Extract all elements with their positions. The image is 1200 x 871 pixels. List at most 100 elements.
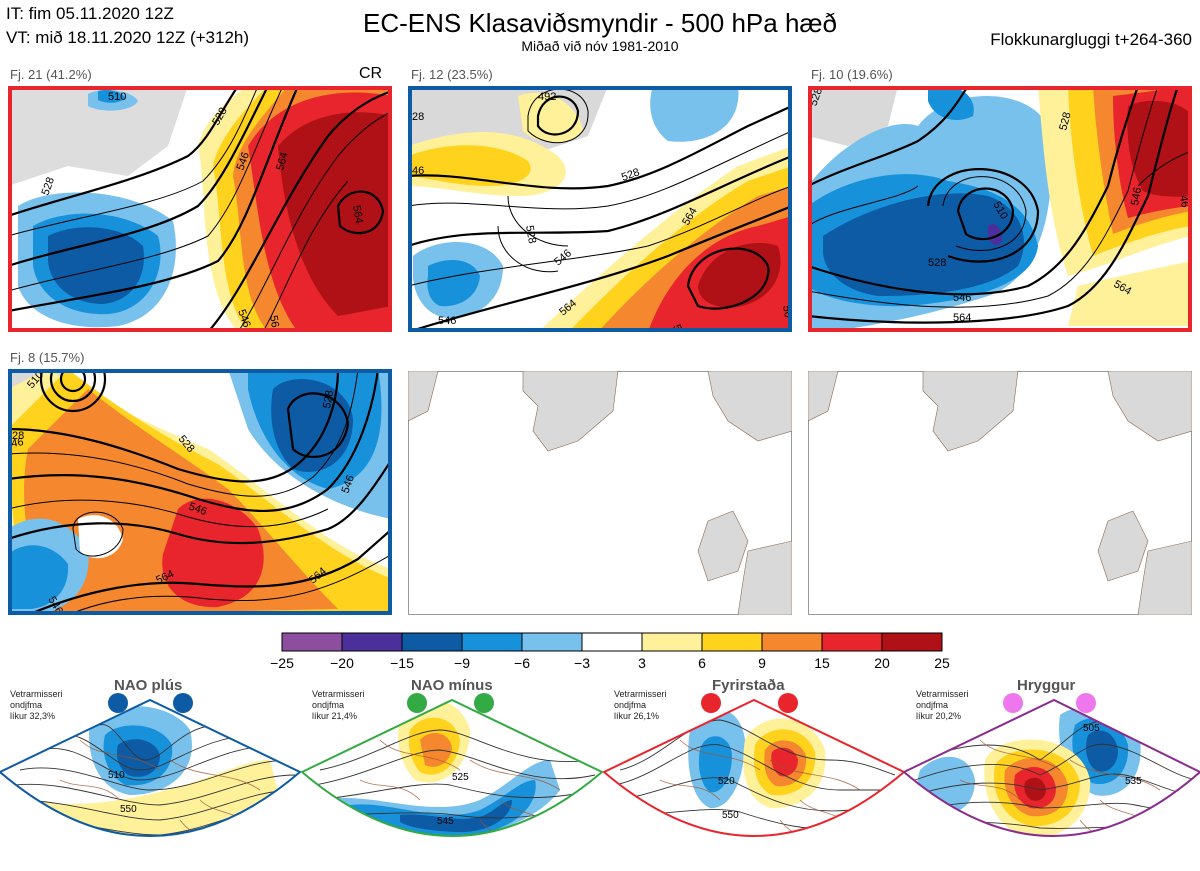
contour-label: 56 [670,323,685,332]
cluster-4-label: Fj. 8 (15.7%) [10,350,85,365]
contour-label: 546 [187,501,208,519]
colorbar-tick: −15 [390,655,414,671]
contour-label: 546 [953,292,971,304]
contour-label: 56 [780,304,792,318]
colorbar-swatch [521,632,583,652]
valid-time: VT: mið 18.11.2020 12Z (+312h) [6,28,250,47]
regime-2-dot [407,693,427,713]
contour-label: 564 [953,312,971,324]
regime-2-map: 525 545 565 [302,700,602,861]
colorbar-swatch [641,632,703,652]
contour-label: 560 [1095,838,1112,849]
colorbar-swatch [701,632,763,652]
regime-1-probability: líkur 32,3% [10,711,56,721]
contour-label: 528 [620,166,641,184]
classification-window: Flokkunargluggi t+264-360 [990,30,1192,49]
cluster-2-label: Fj. 12 (23.5%) [411,67,493,82]
cluster-1-tag: CR [359,65,383,82]
contour-label: 565 [447,850,464,861]
contour-label: 525 [452,772,469,783]
empty-map-6 [808,371,1192,615]
colorbar-tick: −20 [330,655,354,671]
colorbar-swatch [881,632,943,652]
cluster-2-map: 492 28 46 528 528 546 546 564 564 56 56 [408,86,792,332]
contour-label: 56 [267,314,281,328]
regime-4-map: 505 535 560 [904,700,1200,849]
contour-label: 510 [108,770,125,781]
contour-label: 492 [538,91,556,103]
colorbar-swatch [761,632,823,652]
contour-label: 546 [438,315,456,327]
contour-label: 546 [235,308,253,329]
colorbar-swatch [461,632,523,652]
contour-label: 528 [523,224,538,244]
colorbar [281,632,943,657]
regime-2-frame [300,698,604,837]
regime-4-dot [1076,693,1096,713]
contour-label: 550 [722,810,739,821]
contour-label: 528 [321,389,336,409]
contour-label: 28 [412,111,424,123]
contour-label: 505 [1083,723,1100,734]
colorbar-tick: 9 [758,655,766,671]
contour-label: 520 [718,776,735,787]
regime-1-season: Vetrarmisseri [10,689,63,699]
regime-4-info: Vetrarmisseri ondjfma líkur 20,2% [916,689,969,722]
empty-map-5 [408,371,792,615]
contour-label: 545 [437,816,454,827]
colorbar-tick: 6 [698,655,706,671]
regime-3-dot [701,693,721,713]
regime-3-frame [602,698,906,837]
initial-time: IT: fim 05.11.2020 12Z [6,4,174,23]
page-subtitle: Miðað við nóv 1981-2010 [521,38,679,54]
cluster-1-label: Fj. 21 (41.2%) [10,67,92,82]
contour-label: 528 [1057,111,1073,132]
colorbar-tick: 3 [638,655,646,671]
contour-label: 510 [108,91,126,103]
regime-1-dot [108,693,128,713]
contour-label: 46 [1177,194,1191,208]
colorbar-swatch [341,632,403,652]
regime-3-map: 520 550 560 [604,700,904,836]
regime-3-season: Vetrarmisseri [614,689,667,699]
regime-4-months: ondjfma [916,700,949,710]
regime-2-dot [474,693,494,713]
regime-4-name: Hryggur [1017,677,1076,694]
regime-3-probability: líkur 26,1% [614,711,660,721]
regime-3-name: Fyrirstaða [712,677,785,694]
contour-label: 528 [40,176,58,197]
colorbar-tick: −6 [514,655,530,671]
colorbar-tick: 25 [934,655,950,671]
cluster-4-map: 510 28 528 46 528 546 546 546 564 564 [8,369,392,615]
contour-label: 528 [928,257,946,269]
colorbar-swatch [401,632,463,652]
cluster-3-label: Fj. 10 (19.6%) [811,67,893,82]
regime-maps: 510 550 525 545 565 [0,693,1200,861]
regime-4-season: Vetrarmisseri [916,689,969,699]
regime-2-season: Vetrarmisseri [312,689,365,699]
page-title: EC-ENS Klasaviðsmyndir - 500 hPa hæð [363,8,837,38]
contour-label: 28 [12,430,24,442]
regime-4-frame [902,698,1200,837]
contour-label: 535 [1125,776,1142,787]
colorbar-swatches [281,632,943,652]
cluster-1-map: 510 528 528 546 564 564 56 546 [8,86,392,332]
regime-2-probability: líkur 21,4% [312,711,358,721]
contour-label: 564 [350,204,365,224]
regime-4-probability: líkur 20,2% [916,711,962,721]
regime-1-months: ondjfma [10,700,43,710]
regime-2-months: ondjfma [312,700,345,710]
regime-1-name: NAO plús [114,677,183,694]
cluster-3-map: 510 528 546 528 546 564 564 528 46 [808,86,1192,332]
colorbar-swatch [581,632,643,652]
contour-label: 46 [10,436,24,450]
regime-1-frame [0,698,302,837]
colorbar-tick: −9 [454,655,470,671]
regime-3-dot [778,693,798,713]
contour-label: 546 [1129,186,1144,206]
contour-label: 550 [120,804,137,815]
regime-4-dot [1003,693,1023,713]
regime-1-map: 510 550 [0,700,300,836]
colorbar-tick: −25 [270,655,294,671]
regime-3-months: ondjfma [614,700,647,710]
